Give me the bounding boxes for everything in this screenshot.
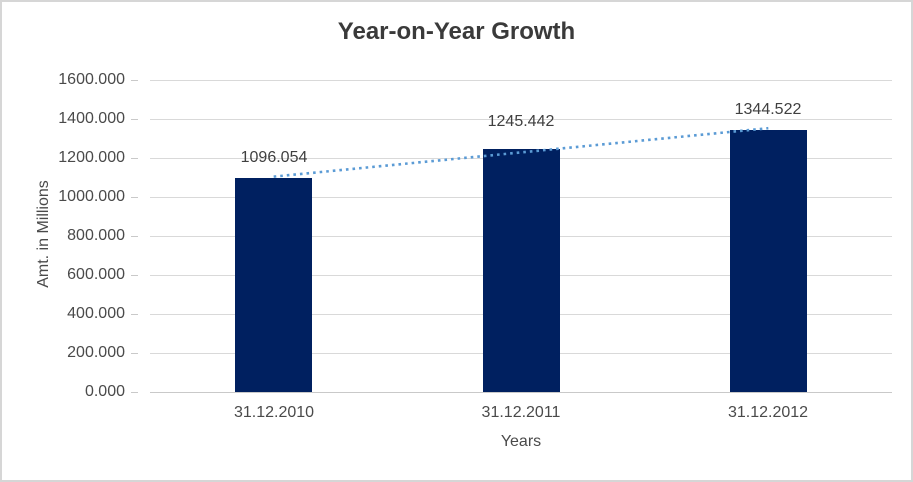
y-axis-tick-label: 1600.000: [58, 71, 125, 88]
y-axis-tick-mark: [131, 314, 138, 315]
gridline: [150, 119, 892, 120]
data-label: 1344.522: [734, 101, 802, 118]
chart-title: Year-on-Year Growth: [337, 18, 576, 45]
y-axis-tick-mark: [131, 392, 138, 393]
y-axis-tick-label: 0.000: [84, 383, 125, 400]
data-label: 1245.442: [487, 113, 555, 130]
y-axis-tick-mark: [131, 236, 138, 237]
data-label: 1096.054: [240, 149, 308, 166]
x-axis-tick-label: 31.12.2011: [481, 404, 561, 421]
y-axis-tick-label: 200.000: [67, 344, 125, 361]
y-axis-tick-mark: [131, 80, 138, 81]
y-axis-tick-mark: [131, 353, 138, 354]
y-axis-tick-mark: [131, 119, 138, 120]
x-axis-title: Years: [500, 433, 542, 450]
y-axis-tick-mark: [131, 275, 138, 276]
y-axis-tick-label: 1200.000: [58, 149, 125, 166]
y-axis-tick-label: 1400.000: [58, 110, 125, 127]
x-axis-line: [150, 392, 892, 393]
y-axis-tick-mark: [131, 158, 138, 159]
bar-31.12.2011: [483, 149, 560, 392]
gridline: [150, 80, 892, 81]
y-axis-tick-label: 400.000: [67, 305, 125, 322]
x-axis-tick-label: 31.12.2012: [727, 404, 809, 421]
y-axis-tick-label: 800.000: [67, 227, 125, 244]
y-axis-tick-label: 600.000: [67, 266, 125, 283]
y-axis-tick-mark: [131, 197, 138, 198]
x-axis-tick-label: 31.12.2010: [233, 404, 315, 421]
y-axis-tick-label: 1000.000: [58, 188, 125, 205]
bar-31.12.2012: [730, 130, 807, 392]
bar-31.12.2010: [235, 178, 312, 392]
